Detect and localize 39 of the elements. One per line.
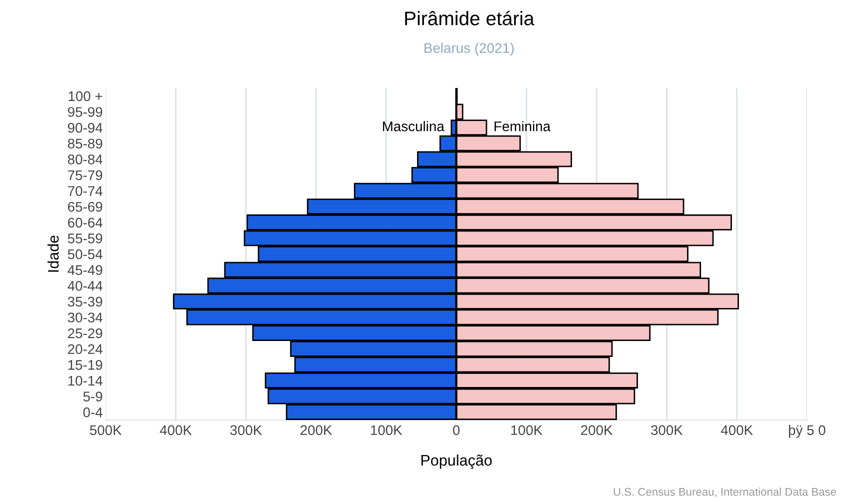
y-tick-label: 85-89 (68, 138, 102, 149)
x-axis-title: População (421, 454, 492, 469)
y-tick-label: 30-34 (68, 312, 102, 322)
x-tick-label: þÿ 5 0 (788, 424, 826, 438)
y-axis-title: Idade (48, 236, 59, 272)
y-tick-label: 40-44 (68, 280, 102, 291)
text: U.S. Census Bureau, International Data Base (614, 488, 836, 498)
y-tick-label: 90-94 (68, 122, 102, 133)
y-tick-label: 80-84 (68, 154, 102, 164)
series-label: Feminina (494, 121, 551, 132)
y-tick-label: 55-59 (68, 234, 102, 244)
y-tick-label: 75-79 (68, 170, 102, 180)
chart-title: Pirâmide etária (405, 10, 534, 26)
x-tick-label: 500K (90, 425, 122, 436)
y-tick-label: 10-14 (68, 376, 102, 386)
x-tick-label: 100K (371, 425, 402, 436)
y-tick-label: 60-64 (68, 218, 102, 228)
x-tick-label: 400K (720, 425, 753, 436)
y-tick-label: 50-54 (68, 249, 102, 260)
y-tick-label: 20-24 (68, 344, 102, 354)
y-tick-label: 95-99 (68, 107, 102, 117)
series-label: Masculina (382, 121, 444, 132)
x-tick-label: 100K (511, 425, 542, 436)
x-tick-label: 200K (581, 425, 613, 436)
y-tick-label: 65-69 (68, 202, 102, 212)
y-tick-label: 70-74 (68, 186, 102, 196)
y-tick-label: 15-19 (68, 360, 102, 370)
y-tick-label: 35-39 (68, 296, 102, 307)
x-tick-label: 200K (300, 425, 332, 436)
x-tick-label: 400K (160, 425, 192, 436)
x-tick-label: 300K (230, 425, 262, 436)
x-tick-label: 0 (452, 425, 460, 436)
chart-subtitle: Belarus (2021) (424, 42, 514, 56)
y-tick-label: 0-4 (83, 407, 102, 418)
y-tick-label: 45-49 (68, 265, 102, 275)
y-tick-label: 5-9 (83, 392, 102, 402)
y-tick-label: 25-29 (68, 328, 102, 338)
x-tick-label: 300K (651, 425, 683, 436)
y-tick-label: 100 + (68, 91, 102, 102)
